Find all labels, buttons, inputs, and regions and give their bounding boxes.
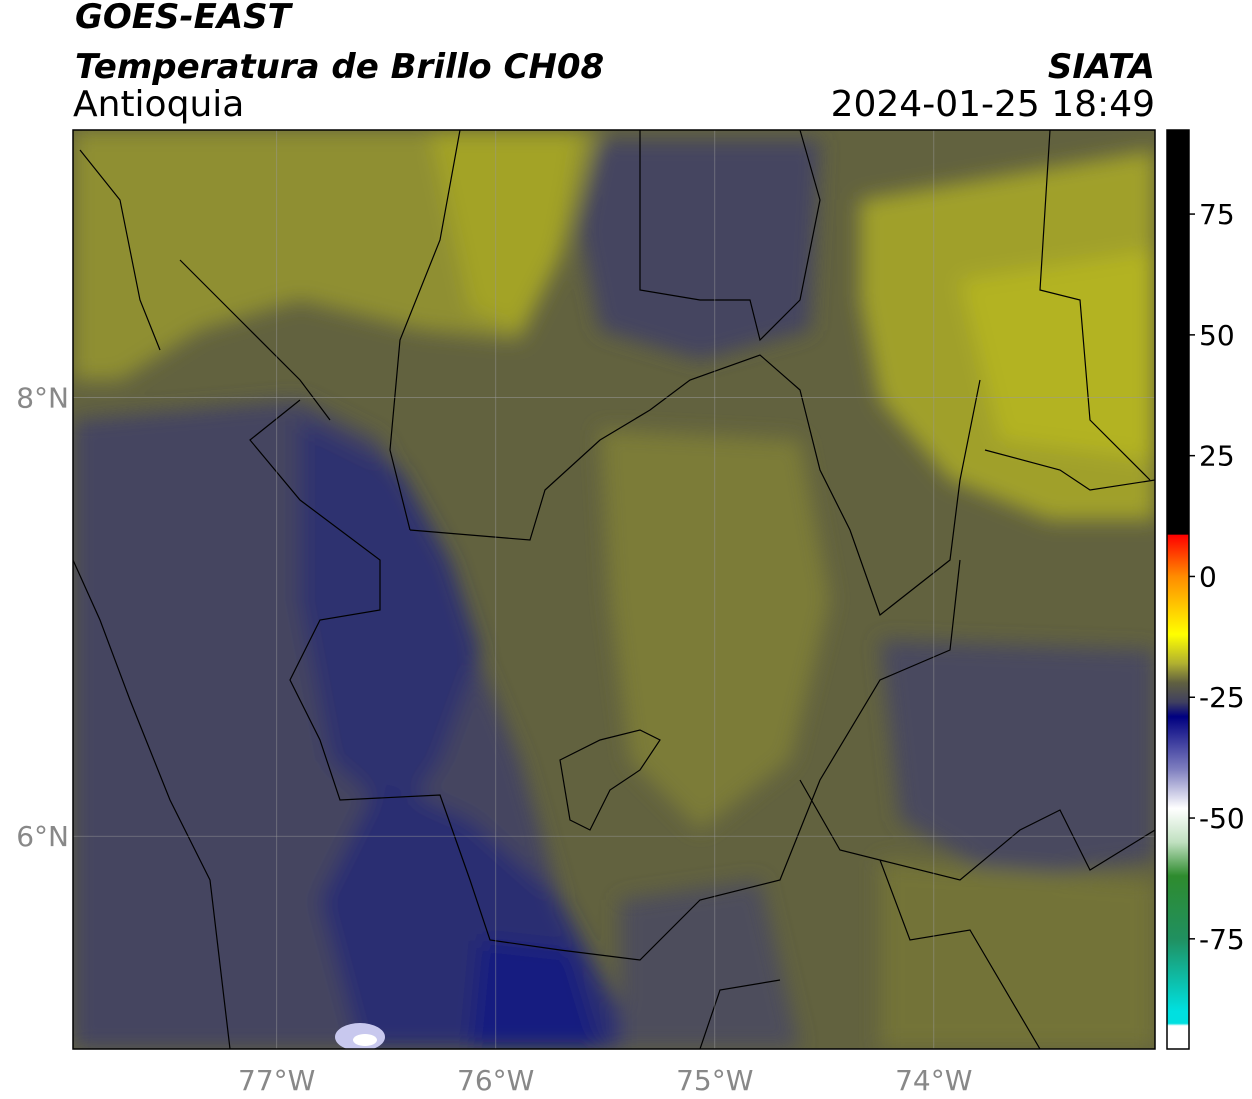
grid <box>73 130 1155 1049</box>
colorbar-tick-label: -50 <box>1199 802 1245 835</box>
x-tick-label: 77°W <box>238 1064 315 1097</box>
colorbar-tick-label: 75 <box>1199 198 1235 231</box>
source-label: SIATA <box>1048 47 1155 87</box>
x-tick-label: 76°W <box>457 1064 534 1097</box>
product-title: Temperatura de Brillo CH08 <box>75 47 604 87</box>
colorbar-tick-label: 50 <box>1199 319 1235 352</box>
colorbar-tick-label: 25 <box>1199 440 1235 473</box>
datetime-label: 2024-01-25 18:49 <box>831 84 1155 125</box>
map-frame <box>72 129 1156 1050</box>
region-label: Antioquia <box>73 84 244 125</box>
colorbar-tick-label: 0 <box>1199 560 1217 593</box>
y-tick-label: 6°N <box>16 820 69 853</box>
x-tick-label: 74°W <box>895 1064 972 1097</box>
map-imagery <box>73 130 1155 1049</box>
y-tick-label: 8°N <box>16 382 69 415</box>
colorbar <box>1166 129 1190 1050</box>
satellite-title: GOES-EAST <box>75 0 294 37</box>
colorbar-tick-label: -75 <box>1199 923 1245 956</box>
x-tick-label: 75°W <box>676 1064 753 1097</box>
colorbar-tick-label: -25 <box>1199 681 1245 714</box>
